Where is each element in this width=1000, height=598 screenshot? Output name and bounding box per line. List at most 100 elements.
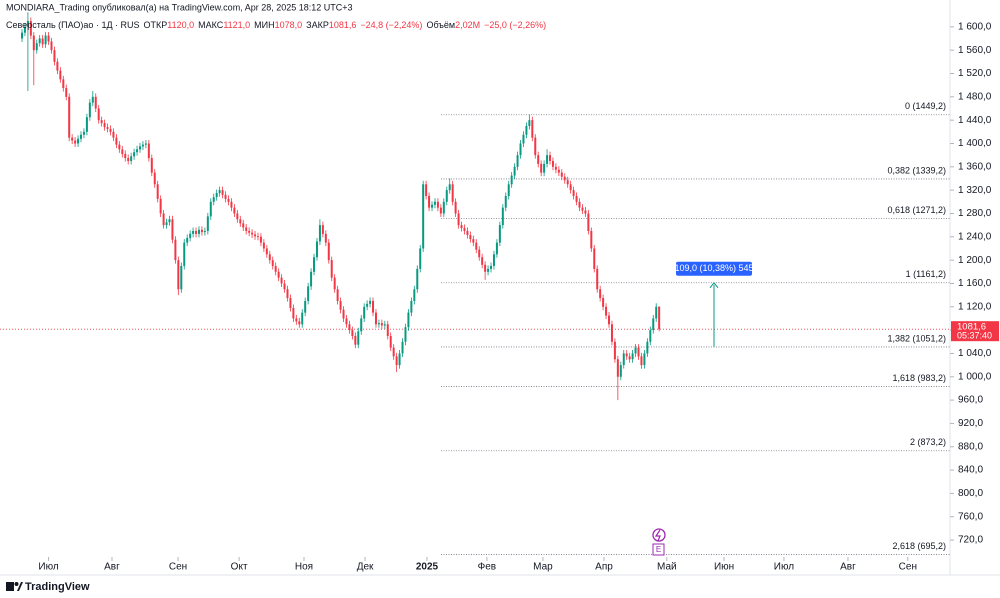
candle-body (203, 230, 206, 233)
candle-body (431, 204, 434, 208)
candle-body (395, 356, 398, 366)
candle-body (528, 120, 531, 126)
candle-body (35, 43, 38, 51)
x-tick-label: Апр (595, 562, 613, 573)
candle-body (65, 88, 68, 97)
y-tick-label: 720,0 (958, 535, 983, 546)
candle-body (304, 300, 307, 313)
candle-body (419, 248, 422, 269)
candle-body (327, 242, 330, 261)
candle-body (481, 257, 484, 265)
candle-body (262, 242, 265, 249)
x-tick-label: Сен (899, 562, 917, 573)
fib-label: 1,618 (983,2) (892, 373, 946, 383)
candle-body (372, 300, 375, 313)
y-tick-label: 1 400,0 (958, 138, 992, 149)
candle-body (192, 230, 195, 234)
candle-body (283, 283, 286, 290)
candle-body (301, 312, 304, 325)
fib-label: 0 (1449,2) (905, 101, 946, 111)
y-tick-label: 1 520,0 (958, 68, 992, 79)
legend-symbol: Северсталь (ПАО)ао · 1Д · RUS (6, 20, 140, 30)
candle-body (560, 172, 563, 177)
y-tick-label: 760,0 (958, 511, 983, 522)
candle-body (180, 265, 183, 290)
candle-body (138, 146, 141, 150)
candle-body (112, 131, 115, 138)
candle-body (566, 180, 569, 185)
candle-body (318, 225, 321, 242)
candle-body (224, 194, 227, 199)
candle-body (165, 222, 168, 226)
candle-body (256, 236, 259, 238)
candle-body (407, 312, 410, 328)
candle-body (522, 134, 525, 144)
legend-open: 1120,0 (167, 20, 194, 30)
candle-body (29, 20, 32, 36)
candle-body (103, 123, 106, 128)
plot-area: 720,0 760,0 800,0 840,0 880,0 920,0 960,0 1 000… (0, 0, 1000, 576)
candle-body (495, 242, 498, 255)
candle-body (513, 166, 516, 176)
candle-body (537, 155, 540, 164)
candle-body (543, 163, 546, 173)
candle-body (628, 356, 631, 360)
dividend-icon[interactable] (652, 528, 666, 542)
candle-body (360, 318, 363, 332)
candle-body (315, 241, 318, 258)
candle-body (392, 347, 395, 357)
candle-body (50, 41, 53, 51)
candle-body (77, 138, 80, 144)
candle-body (212, 197, 215, 202)
candle-body (136, 149, 139, 153)
last-price-box (951, 321, 999, 342)
candle-body (519, 143, 522, 156)
candle-body (97, 108, 100, 121)
candle-body (298, 321, 301, 325)
candle-body (366, 303, 369, 307)
x-tick-label: Фев (478, 562, 496, 573)
candle-body (339, 300, 342, 310)
candle-body (587, 213, 590, 231)
candle-body (451, 184, 454, 202)
candle-body (625, 353, 628, 357)
candle-body (245, 227, 248, 231)
candle-body (466, 230, 469, 236)
candle-body (82, 131, 85, 135)
candle-body (634, 347, 637, 354)
legend-close-label: ЗАКР (306, 20, 329, 30)
candle-body (124, 153, 127, 159)
legend-low-label: МИН (254, 20, 274, 30)
x-tick-label: Авг (104, 562, 120, 573)
candle-body (605, 306, 608, 316)
y-tick-label: 1 200,0 (958, 255, 992, 266)
y-tick-label: 1 000,0 (958, 371, 992, 382)
earnings-icon[interactable] (652, 543, 665, 556)
candle-body (569, 184, 572, 191)
candle-body (472, 239, 475, 243)
y-tick-label: 1 440,0 (958, 115, 992, 126)
candle-body (41, 38, 44, 45)
candle-body (233, 207, 236, 214)
x-tick-label: Авг (840, 562, 856, 573)
fib-label: 0,618 (1271,2) (887, 205, 946, 215)
candle-body (53, 50, 56, 62)
candle-body (324, 233, 327, 243)
x-tick-label: Окт (231, 562, 248, 573)
candle-body (259, 236, 262, 243)
legend-volume: 2,02M (455, 20, 480, 30)
candle-body (321, 225, 324, 234)
candle-body (150, 158, 153, 173)
candle-body (197, 229, 200, 234)
candle-body (363, 306, 366, 319)
candle-body (575, 195, 578, 202)
y-tick-label: 1 560,0 (958, 45, 992, 56)
candle-body (525, 125, 528, 135)
candle-body (44, 35, 47, 45)
candle-body (398, 353, 401, 366)
candle-body (177, 260, 180, 290)
candle-body (38, 38, 41, 44)
candle-body (159, 198, 162, 214)
candle-body (121, 149, 124, 154)
x-tick-label: Ноя (295, 562, 313, 573)
